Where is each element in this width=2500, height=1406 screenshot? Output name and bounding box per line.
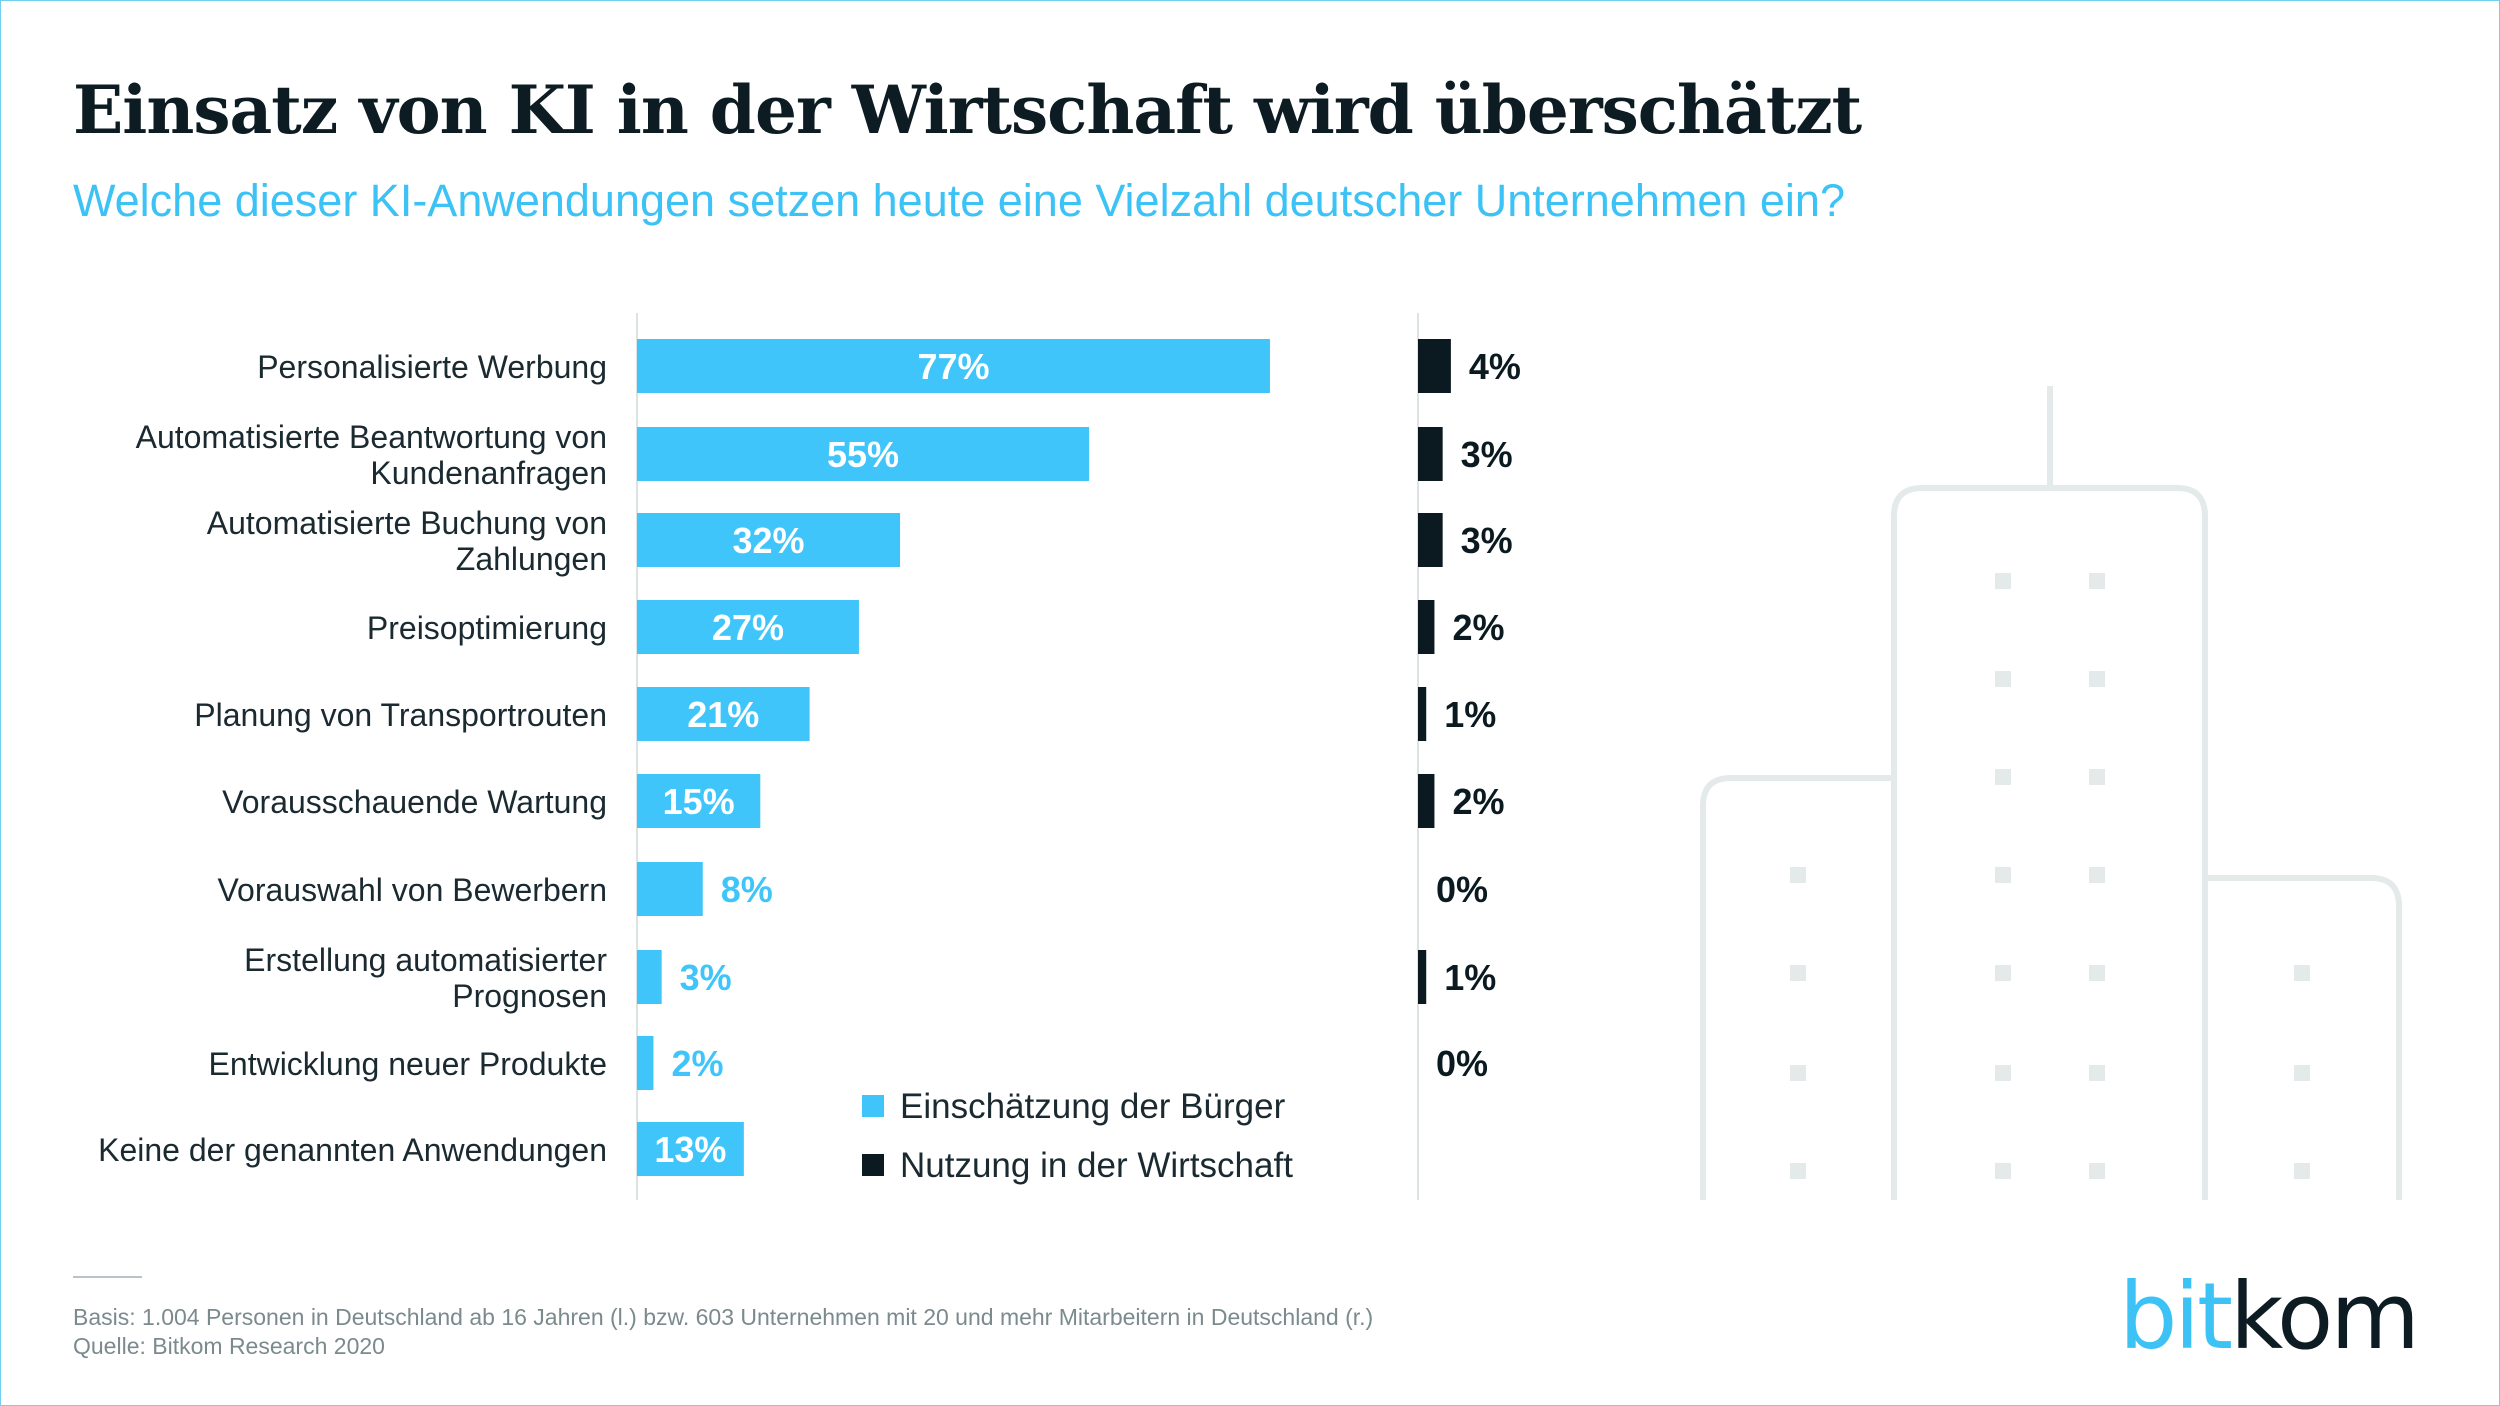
- footer-basis: Basis: 1.004 Personen in Deutschland ab …: [73, 1304, 1374, 1330]
- bar-business: [1418, 600, 1435, 654]
- bar-citizens: [637, 1122, 744, 1176]
- legend-swatch: [862, 1095, 884, 1117]
- category-label: Entwicklung neuer Produkte: [209, 1046, 607, 1082]
- bar-business: [1418, 427, 1443, 481]
- building-window: [1790, 1163, 1806, 1179]
- data-label-business: 1%: [1444, 957, 1496, 998]
- logo-part-kom: kom: [2230, 1263, 2420, 1370]
- bar-business: [1418, 950, 1427, 1004]
- data-label-business: 2%: [1452, 607, 1504, 648]
- bar-citizens: [637, 862, 703, 916]
- building-window: [2294, 965, 2310, 981]
- category-label: Prognosen: [452, 978, 607, 1014]
- building-window: [1995, 769, 2011, 785]
- data-label-citizens: 77%: [917, 346, 989, 387]
- data-label-citizens: 2%: [671, 1043, 723, 1084]
- category-label: Keine der genannten Anwendungen: [98, 1132, 607, 1168]
- building-window: [1995, 1065, 2011, 1081]
- bar-business: [1418, 687, 1427, 741]
- building-left-outline: [1700, 775, 1894, 1200]
- building-window: [1995, 867, 2011, 883]
- bar-citizens: [637, 339, 1270, 393]
- bar-citizens: [637, 774, 761, 828]
- legend-label: Nutzung in der Wirtschaft: [900, 1146, 1293, 1185]
- bar-business: [1418, 339, 1451, 393]
- category-label: Erstellung automatisierter: [244, 942, 607, 978]
- chart-subtitle: Welche dieser KI-Anwendungen setzen heut…: [73, 175, 1845, 226]
- building-window: [2089, 573, 2105, 589]
- building-window: [1995, 1163, 2011, 1179]
- category-label: Automatisierte Buchung von: [207, 505, 607, 541]
- data-label-citizens: 55%: [827, 434, 899, 475]
- building-window: [2089, 1065, 2105, 1081]
- building-window: [2089, 867, 2105, 883]
- building-window: [1995, 573, 2011, 589]
- building-window: [2089, 769, 2105, 785]
- data-label-citizens: 21%: [687, 694, 759, 735]
- data-label-business: 4%: [1469, 346, 1521, 387]
- data-label-business: 2%: [1452, 781, 1504, 822]
- building-right-outline: [2205, 875, 2402, 1200]
- data-label-business: 3%: [1461, 434, 1513, 475]
- data-label-business: 1%: [1444, 694, 1496, 735]
- data-label-business: 0%: [1436, 1043, 1488, 1084]
- data-label-business: 3%: [1461, 520, 1513, 561]
- building-window: [2089, 965, 2105, 981]
- building-window: [2294, 1065, 2310, 1081]
- building-window: [2294, 1163, 2310, 1179]
- category-label: Zahlungen: [456, 541, 607, 577]
- building-window: [2089, 671, 2105, 687]
- building-center-outline: [1891, 485, 2208, 1200]
- bar-citizens: [637, 427, 1090, 481]
- building-window: [1995, 965, 2011, 981]
- building-window: [1790, 867, 1806, 883]
- bar-citizens: [637, 687, 810, 741]
- building-window: [1790, 1065, 1806, 1081]
- bar-business: [1418, 774, 1435, 828]
- legend-label: Einschätzung der Bürger: [900, 1087, 1286, 1126]
- data-label-citizens: 3%: [680, 957, 732, 998]
- bar-citizens: [637, 1036, 654, 1090]
- building-window: [2089, 1163, 2105, 1179]
- logo-part-bit: bit: [2119, 1263, 2233, 1370]
- bitkom-logo: bitkom: [2119, 1263, 2420, 1370]
- category-label: Kundenanfragen: [370, 455, 607, 491]
- footer-source: Quelle: Bitkom Research 2020: [73, 1333, 385, 1359]
- bar-citizens: [637, 950, 662, 1004]
- chart-title: Einsatz von KI in der Wirtschaft wird üb…: [73, 71, 1862, 149]
- category-label: Vorauswahl von Bewerbern: [217, 872, 607, 908]
- category-label: Vorausschauende Wartung: [222, 784, 607, 820]
- category-label: Personalisierte Werbung: [257, 349, 607, 385]
- category-label: Planung von Transportrouten: [194, 697, 607, 733]
- data-label-citizens: 27%: [712, 607, 784, 648]
- data-label-citizens: 15%: [663, 781, 735, 822]
- data-label-citizens: 8%: [721, 869, 773, 910]
- bar-business: [1418, 513, 1443, 567]
- building-window: [1790, 965, 1806, 981]
- data-label-business: 0%: [1436, 869, 1488, 910]
- bar-citizens: [637, 600, 859, 654]
- category-label: Automatisierte Beantwortung von: [136, 419, 607, 455]
- category-label: Preisoptimierung: [367, 610, 607, 646]
- data-label-citizens: 32%: [732, 520, 804, 561]
- legend-swatch: [862, 1154, 884, 1176]
- building-window: [1995, 671, 2011, 687]
- bar-citizens: [637, 513, 901, 567]
- data-label-citizens: 13%: [654, 1129, 726, 1170]
